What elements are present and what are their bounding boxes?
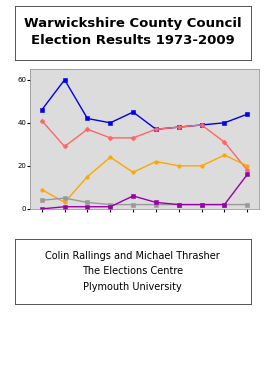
- Text: Colin Rallings and Michael Thrasher
The Elections Centre
Plymouth University: Colin Rallings and Michael Thrasher The …: [45, 251, 220, 292]
- Text: Warwickshire County Council
Election Results 1973-2009: Warwickshire County Council Election Res…: [24, 16, 242, 47]
